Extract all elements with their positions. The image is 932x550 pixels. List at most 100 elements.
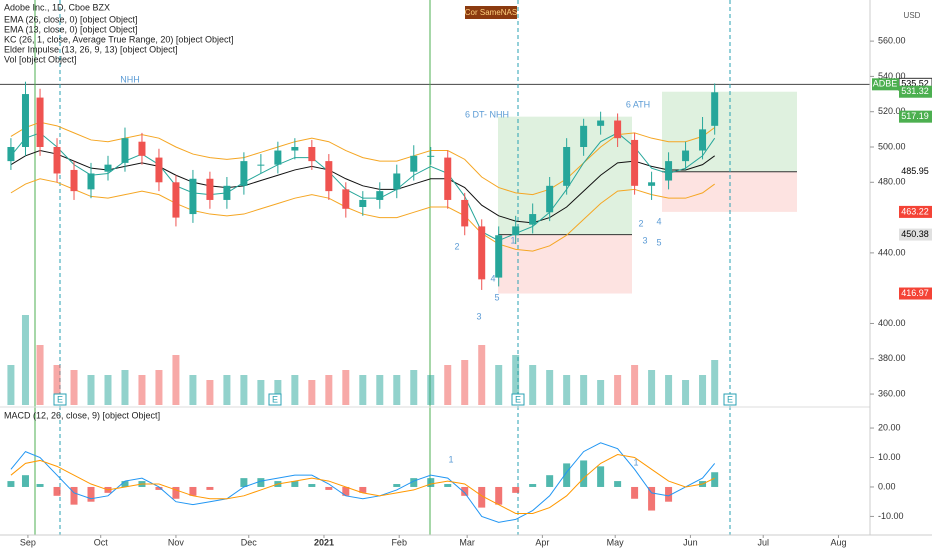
volume-bar — [529, 365, 537, 405]
earnings-marker[interactable] — [723, 393, 737, 406]
candle-body — [546, 185, 554, 213]
macd-hist — [308, 484, 316, 487]
y-tick-label: 520.00 — [878, 106, 906, 116]
volume-bar — [155, 370, 163, 405]
candle-body — [444, 157, 452, 200]
candle-body — [121, 138, 129, 163]
volume-bar — [444, 365, 452, 405]
y-tick-label: 360.00 — [878, 388, 906, 398]
candle-body — [7, 147, 15, 162]
volume-bar — [70, 370, 78, 405]
volume-bar — [87, 375, 95, 405]
annotation: 4 — [490, 273, 495, 283]
legend-entry: EMA (26, close, 0) [object Object] — [4, 14, 138, 24]
candle-body — [53, 147, 61, 174]
candle-body — [495, 235, 503, 278]
candle-body — [206, 178, 214, 200]
y-tick-label: 440.00 — [878, 247, 906, 257]
candle-body — [70, 169, 78, 192]
annotation: 6 ATH — [626, 99, 650, 109]
volume-bar — [427, 375, 435, 405]
macd-hist — [711, 472, 719, 487]
macd-hist — [529, 484, 537, 487]
candle-body — [308, 147, 316, 162]
x-tick-label: Nov — [168, 537, 185, 547]
candle-body — [597, 120, 605, 126]
x-tick-label: Feb — [391, 537, 407, 547]
macd-hist — [563, 463, 571, 487]
annotation: 5 — [494, 292, 499, 302]
y2-tick-label: -10.00 — [878, 511, 904, 521]
legend-title: Adobe Inc., 1D, Cboe BZX — [4, 2, 110, 12]
macd-hist — [325, 486, 333, 490]
macd-hist — [597, 466, 605, 487]
volume-bar — [393, 375, 401, 405]
candle-body — [478, 226, 486, 280]
macd-hist — [189, 486, 197, 496]
volume-bar — [495, 365, 503, 405]
volume-bar — [274, 380, 282, 405]
legend-entry: MACD (12, 26, close, 9) [object Object] — [4, 410, 160, 420]
candle-body — [580, 125, 588, 147]
y2-tick-label: 20.00 — [878, 422, 901, 432]
volume-bar — [478, 345, 486, 405]
candle-body — [563, 147, 571, 186]
volume-bar — [648, 370, 656, 405]
y-tick-label: 480.00 — [878, 177, 906, 187]
candle-body — [614, 120, 622, 139]
price-badge-label: 485.95 — [901, 166, 929, 176]
svg-text:E: E — [515, 394, 521, 404]
candle-body — [393, 173, 401, 190]
volume-bar — [138, 375, 146, 405]
macd-hist — [70, 486, 78, 505]
macd-hist — [444, 484, 452, 487]
volume-bar — [53, 365, 61, 405]
macd-hist — [580, 460, 588, 487]
candle-body — [699, 129, 707, 151]
earnings-marker[interactable] — [268, 393, 282, 406]
x-tick-label: Sep — [20, 537, 36, 547]
tag: Cor SameNAS — [465, 8, 517, 17]
macd-hist — [427, 478, 435, 487]
earnings-marker[interactable] — [53, 393, 67, 406]
price-badge-label: 535.52 — [901, 79, 929, 89]
macd-hist — [206, 486, 214, 490]
x-tick-label: Apr — [535, 537, 549, 547]
candle-body — [711, 92, 719, 126]
price-badge — [899, 110, 932, 123]
macd-hist — [631, 486, 639, 499]
price-badge-label: 416.97 — [901, 288, 929, 298]
macd-hist — [172, 486, 180, 499]
volume-bar — [359, 375, 367, 405]
macd-hist — [461, 486, 469, 496]
volume-bar — [36, 345, 44, 405]
volume-bar — [121, 370, 129, 405]
price-badge — [899, 205, 932, 218]
candle-body — [223, 185, 231, 200]
volume-bar — [257, 380, 265, 405]
candle-body — [325, 161, 333, 192]
volume-bar — [631, 365, 639, 405]
volume-bar — [342, 370, 350, 405]
macd-hist — [291, 481, 299, 487]
macd-hist — [7, 481, 15, 487]
x-tick-label: Oct — [94, 537, 109, 547]
volume-bar — [711, 360, 719, 405]
volume-bar — [665, 375, 673, 405]
candle-body — [376, 191, 384, 200]
svg-text:E: E — [727, 394, 733, 404]
y-tick-label: 380.00 — [878, 353, 906, 363]
legend-entry: Elder Impulse (13, 26, 9, 13) [object Ob… — [4, 44, 178, 54]
macd-hist — [342, 486, 350, 496]
candle-body — [665, 161, 673, 181]
annotation: 4 — [656, 216, 661, 226]
tag-box — [465, 6, 517, 19]
volume-bar — [21, 315, 29, 405]
annotation: 3 — [642, 235, 647, 245]
earnings-marker[interactable] — [511, 393, 525, 406]
macd-hist — [53, 486, 61, 496]
symbol-badge — [872, 78, 899, 91]
macd-hist — [257, 478, 265, 487]
volume-bar — [597, 380, 605, 405]
macd-hist — [87, 486, 95, 502]
